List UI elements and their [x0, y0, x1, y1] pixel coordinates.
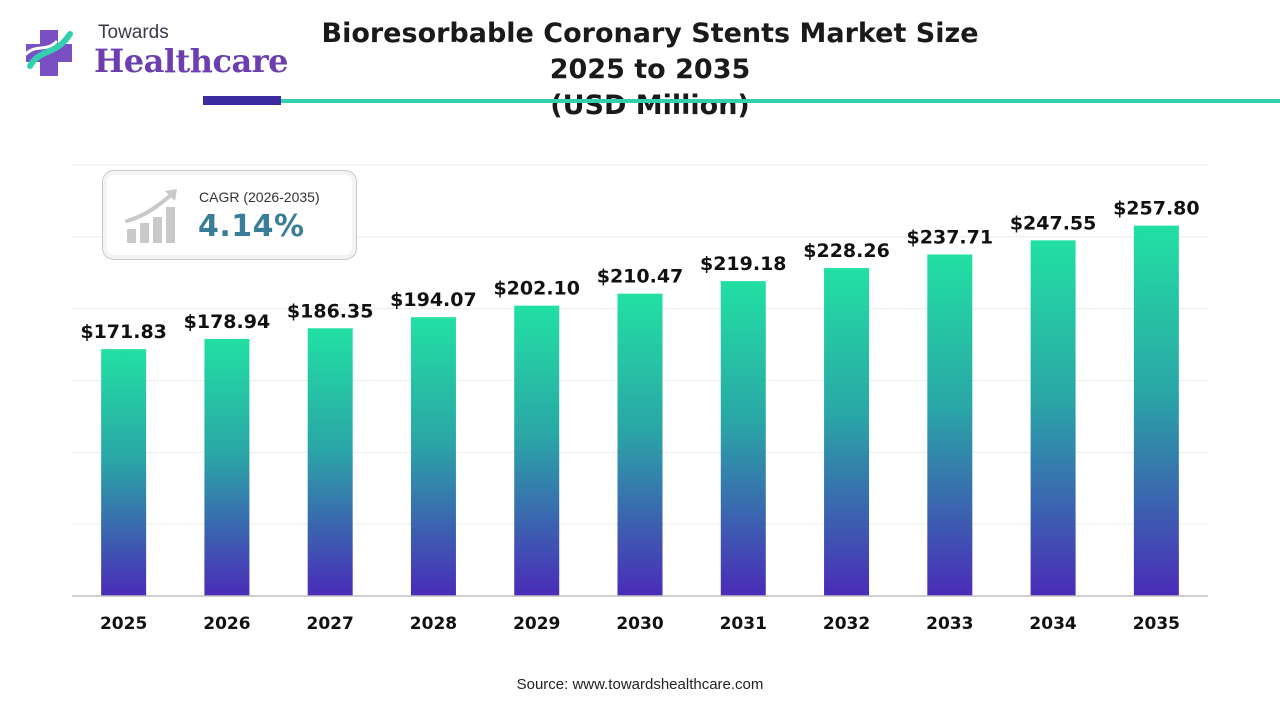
- bar-2027: [307, 328, 353, 596]
- brand-line-2: Healthcare: [94, 42, 288, 80]
- bar-2035: [1133, 225, 1179, 597]
- bar-2026: [204, 338, 250, 596]
- bar-2031: [720, 281, 766, 596]
- data-label-2025: $171.83: [80, 321, 167, 343]
- bar-2029: [514, 305, 560, 596]
- x-tick-2031: 2031: [720, 614, 767, 634]
- chart-title: Bioresorbable Coronary Stents Market Siz…: [290, 16, 1010, 124]
- data-label-2026: $178.94: [184, 311, 271, 333]
- data-label-2028: $194.07: [390, 289, 477, 311]
- chart-title-line-1: Bioresorbable Coronary Stents Market Siz…: [321, 18, 979, 85]
- bar-2025: [101, 349, 147, 596]
- x-tick-2028: 2028: [410, 614, 457, 634]
- x-tick-2027: 2027: [307, 614, 354, 634]
- cagr-callout: CAGR (2026-2035) 4.14%: [102, 170, 357, 260]
- brand-line-1: Towards: [98, 22, 169, 43]
- x-tick-2025: 2025: [100, 614, 147, 634]
- x-tick-2032: 2032: [823, 614, 870, 634]
- data-labels: $171.83 $178.94 $186.35 $194.07 $202.10 $210.…: [80, 198, 1199, 344]
- data-label-2030: $210.47: [597, 266, 684, 288]
- chart-title-line-2: (USD Million): [550, 90, 750, 121]
- data-label-2032: $228.26: [803, 240, 890, 262]
- x-tick-2034: 2034: [1029, 614, 1076, 634]
- growth-chart-icon: [125, 189, 177, 243]
- data-label-2033: $237.71: [907, 226, 994, 248]
- x-tick-2026: 2026: [203, 614, 250, 634]
- data-label-2031: $219.18: [700, 253, 787, 275]
- source-note: Source: www.towardshealthcare.com: [516, 676, 764, 693]
- bar-2030: [617, 293, 663, 596]
- cagr-label: CAGR (2026-2035): [199, 189, 320, 205]
- brand-logo: Towards Healthcare: [20, 20, 288, 90]
- data-label-2029: $202.10: [493, 278, 580, 300]
- bar-2034: [1030, 240, 1076, 597]
- x-tick-2035: 2035: [1133, 614, 1180, 634]
- cagr-value: 4.14%: [198, 209, 305, 244]
- header-rule-accent: [203, 96, 281, 105]
- bar-2032: [824, 268, 870, 596]
- medical-cross-icon: [24, 30, 73, 76]
- x-tick-2029: 2029: [513, 614, 560, 634]
- x-tick-2033: 2033: [926, 614, 973, 634]
- header-rule: [281, 99, 1280, 103]
- x-tick-labels: 2025 2026 2027 2028 2029 2030 2031 2032 2033 2034…: [100, 614, 1180, 634]
- data-label-2027: $186.35: [287, 300, 374, 322]
- data-label-2035: $257.80: [1113, 198, 1200, 220]
- x-tick-2030: 2030: [616, 614, 663, 634]
- bar-2033: [927, 254, 973, 596]
- bar-2028: [410, 317, 456, 596]
- bars: [101, 225, 1179, 597]
- data-label-2034: $247.55: [1010, 212, 1097, 234]
